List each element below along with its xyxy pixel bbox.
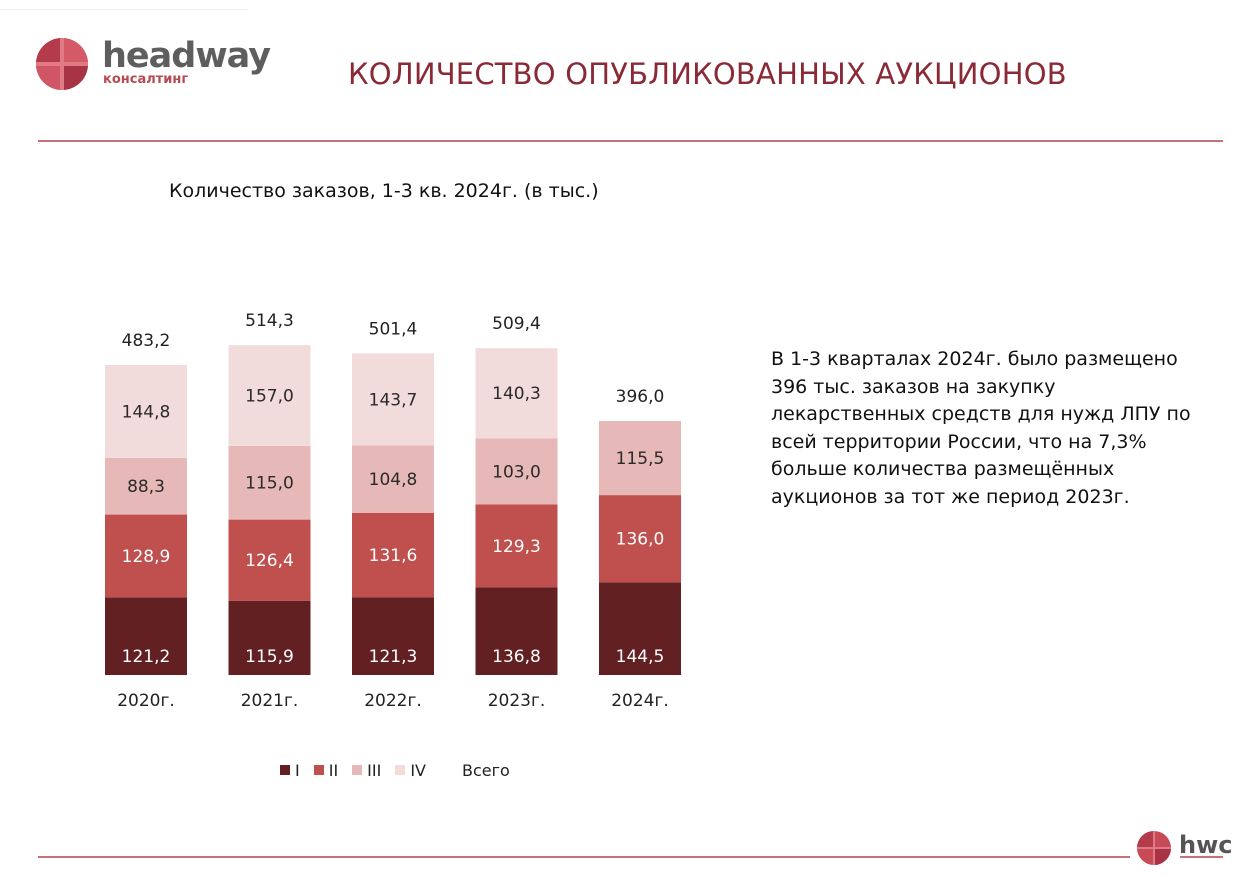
- legend-label-total: Всего: [461, 760, 510, 780]
- bar-segment: [352, 445, 434, 513]
- stacked-bar-chart: 121,2 128,9 88,3 144,8 483,2 2020г. 115,9 126,4…: [105, 311, 681, 711]
- bar-segment: [105, 597, 187, 675]
- bar-value-label: 115,0: [245, 474, 294, 494]
- bar-value-label: 115,9: [245, 647, 294, 667]
- legend-swatch-ii: [313, 765, 324, 775]
- hwc-logo[interactable]: hwc: [1137, 830, 1232, 866]
- summary-text: В 1-3 кварталах 2024г. было размещено 39…: [771, 348, 1191, 508]
- legend-item-ii: II: [313, 760, 339, 780]
- bar-segment: [599, 582, 681, 675]
- bar-value-label: 144,8: [122, 403, 171, 423]
- bar-segment: [599, 495, 681, 583]
- legend-swatch-i: [280, 765, 290, 775]
- bar-value-label: 88,3: [127, 477, 165, 497]
- bar-segment: [228, 519, 311, 601]
- bar-segment: [352, 597, 434, 675]
- bar-value-label: 144,5: [616, 647, 665, 667]
- bar-segment: [228, 600, 311, 675]
- bar-segment: [352, 353, 434, 446]
- bar-value-label: 136,0: [616, 530, 665, 550]
- total-label: 514,3: [245, 311, 294, 331]
- legend-label-i: I: [295, 760, 300, 780]
- chart-title: Количество заказов, 1-3 кв. 2024г. (в ты…: [169, 180, 599, 202]
- legend-label-iv: IV: [410, 760, 426, 780]
- legend-label-ii: II: [328, 760, 339, 780]
- hwc-logo-icon: [1137, 831, 1171, 865]
- category-label: 2020г.: [117, 691, 175, 711]
- bar-value-label: 140,3: [492, 384, 541, 404]
- bar-value-label: 157,0: [245, 386, 294, 406]
- bar-value-label: 128,9: [122, 547, 171, 567]
- total-label: 396,0: [616, 387, 665, 407]
- bar-value-label: 103,0: [492, 462, 541, 482]
- bar-segment: [352, 512, 434, 598]
- category-label: 2021г.: [241, 691, 299, 711]
- bar-value-label: 115,5: [616, 449, 665, 469]
- legend-swatch-iii: [352, 765, 363, 775]
- bar-segment: [475, 587, 558, 675]
- legend-label-iii: III: [367, 760, 382, 780]
- bar-value-label: 129,3: [492, 537, 541, 557]
- logo-subtitle: консалтинг: [103, 72, 189, 87]
- bar-segment: [475, 504, 558, 588]
- bar-value-label: 136,8: [492, 647, 541, 667]
- bar-segment: [475, 348, 558, 439]
- bar-value-label: 104,8: [369, 470, 418, 490]
- footer-divider: [38, 856, 1130, 858]
- legend-item-iv: IV: [395, 761, 426, 780]
- bar-segment: [105, 457, 187, 515]
- bar-segment: [105, 514, 187, 598]
- total-label: 501,4: [369, 319, 418, 339]
- category-label: 2024г.: [611, 691, 669, 711]
- category-label: 2023г.: [488, 691, 546, 711]
- bar-value-label: 131,6: [369, 546, 418, 566]
- hwc-wordmark: hwc: [1179, 831, 1233, 859]
- bar-value-label: 126,4: [245, 551, 294, 571]
- footer-divider-tail: [1180, 856, 1223, 858]
- logo-wordmark: headway: [102, 36, 271, 76]
- category-label: 2022г.: [364, 691, 422, 711]
- page-title: КОЛИЧЕСТВО ОПУБЛИКОВАННЫХ АУКЦИОНОВ: [348, 57, 1067, 91]
- header-topline: [0, 9, 248, 10]
- header-divider: [38, 140, 1223, 142]
- bar-segment: [228, 345, 311, 446]
- legend-item-total: Всего: [462, 761, 510, 780]
- bar-value-label: 121,3: [369, 647, 418, 667]
- total-label: 483,2: [122, 331, 171, 351]
- legend-item-i: I: [280, 761, 300, 780]
- bar-segment: [228, 445, 311, 520]
- bar-value-label: 143,7: [369, 390, 418, 410]
- bar-value-label: 121,2: [122, 647, 171, 667]
- legend-item-iii: III: [352, 761, 381, 780]
- headway-logo-icon: [36, 38, 88, 90]
- total-label: 509,4: [492, 314, 541, 334]
- bar-segment: [105, 365, 187, 458]
- chart-legend: I II III IV Всего: [280, 758, 524, 782]
- bar-segment: [475, 438, 558, 505]
- legend-swatch-iv: [395, 765, 406, 775]
- bar-segment: [599, 421, 681, 496]
- headway-logo[interactable]: headway консалтинг: [36, 36, 296, 92]
